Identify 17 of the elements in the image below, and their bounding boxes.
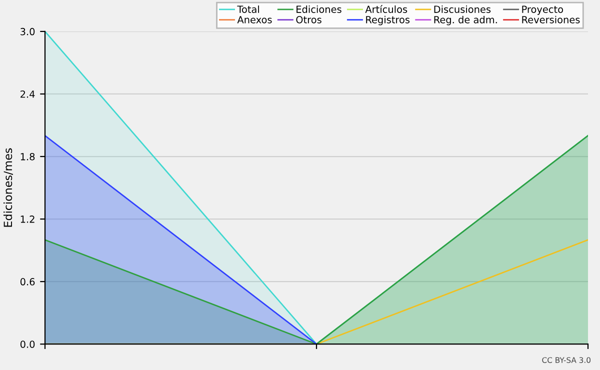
legend-label: Ediciones — [296, 5, 342, 13]
legend-label: Otros — [296, 16, 322, 24]
legend-label: Registros — [366, 16, 410, 26]
legend-label: Total — [237, 5, 259, 13]
y-tick-label: 3.0 — [20, 28, 35, 36]
y-axis-title: Ediciones/mes — [4, 148, 13, 227]
legend-label: Reg. de adm. — [434, 16, 497, 26]
y-tick-label: 0.0 — [20, 340, 35, 348]
legend-label: Proyecto — [522, 6, 563, 15]
legend-label: Discusiones — [434, 5, 491, 13]
legend-label: Reversiones — [522, 16, 580, 24]
y-tick-label: 2.4 — [20, 90, 35, 98]
legend-label: Anexos — [237, 16, 272, 24]
y-tick-label: 1.8 — [20, 152, 35, 160]
y-tick-label: 0.6 — [20, 278, 35, 286]
y-tick-label: 1.2 — [20, 216, 34, 223]
legend-label: Artículos — [365, 5, 408, 13]
